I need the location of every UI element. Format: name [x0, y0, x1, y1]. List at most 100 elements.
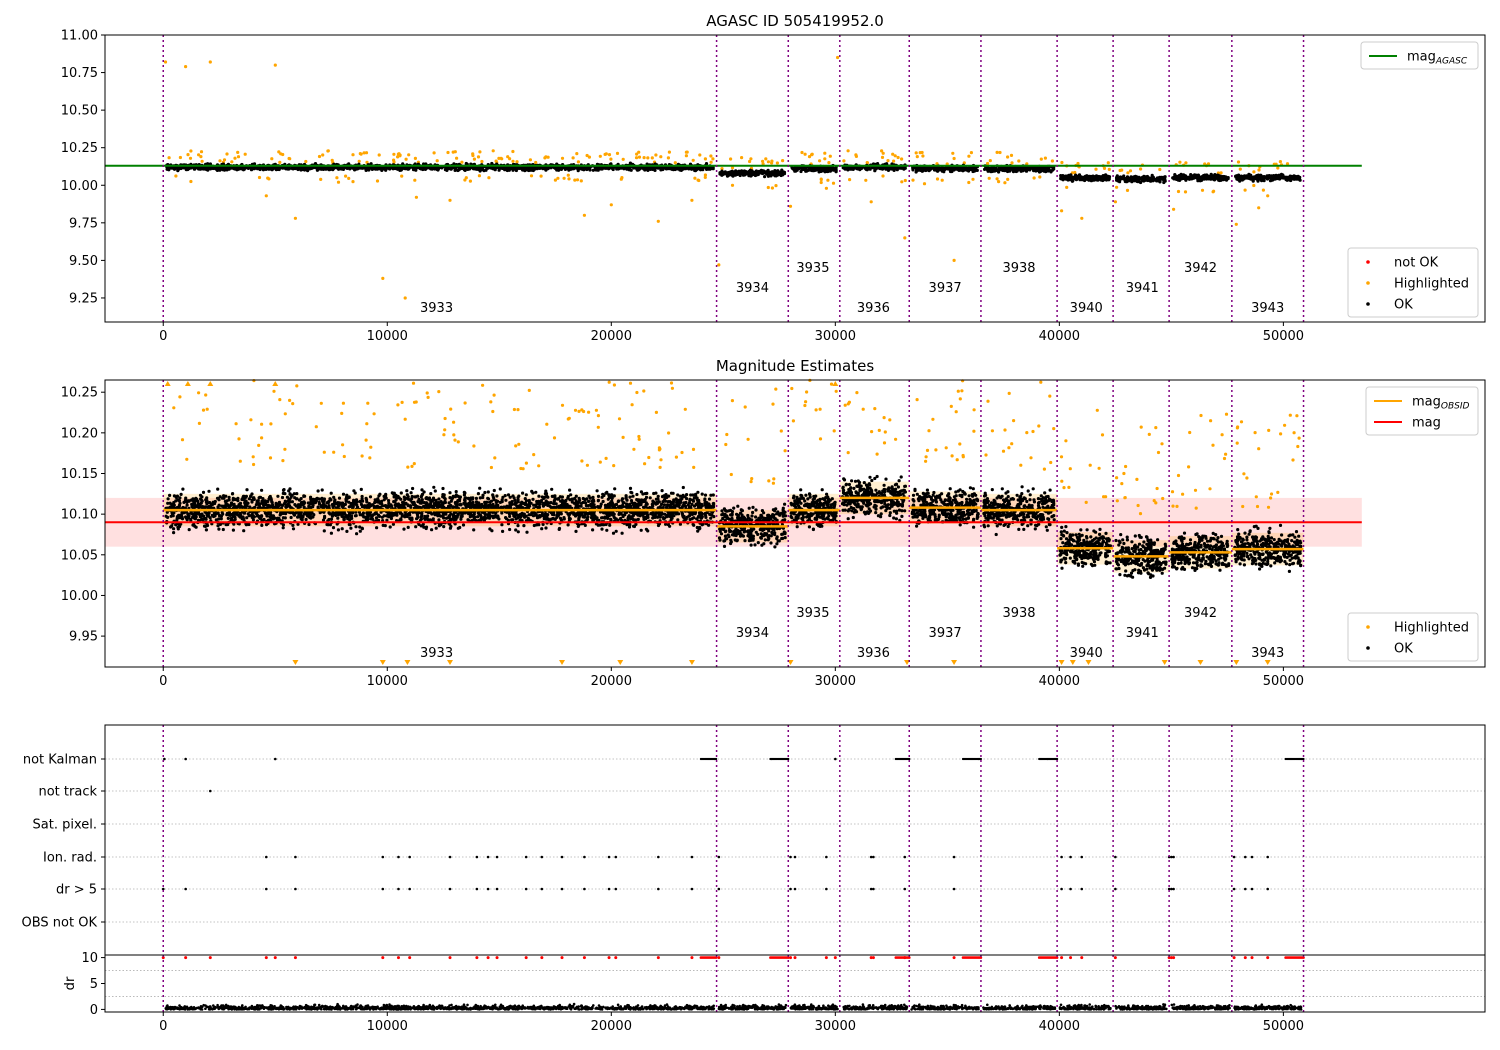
top-x-tick-label: 50000 — [1263, 329, 1304, 344]
dr-clipped-point — [952, 956, 956, 960]
mid-obsid-label: 3935 — [796, 606, 829, 621]
flag-point — [1114, 855, 1117, 859]
dr-y-tick-label: 10 — [81, 951, 98, 966]
flag-point — [163, 757, 166, 761]
clipped-low-marker — [1085, 660, 1092, 665]
top-frame — [104, 34, 1486, 323]
flag-point — [1069, 887, 1072, 891]
flag-point — [495, 887, 499, 891]
mid-y-tick-label: 10.25 — [61, 386, 98, 401]
flag-point — [524, 855, 528, 859]
flag-category-label: OBS not OK — [22, 916, 98, 931]
top-y-tick-label: 9.75 — [69, 216, 98, 231]
flag-point — [1172, 887, 1175, 891]
dr-clipped-point — [486, 956, 490, 960]
flag-point — [1114, 887, 1117, 891]
dr-clipped-point — [184, 956, 188, 960]
flag-point — [1167, 887, 1171, 891]
clipped-high-marker — [184, 381, 191, 386]
flag-point — [560, 887, 564, 891]
flag-category-label: not track — [38, 785, 97, 800]
dr-clipped-point — [1080, 956, 1084, 960]
clipped-low-marker — [1058, 660, 1065, 665]
top-obsid-label: 3936 — [857, 301, 890, 316]
top-legend-agasc-box — [1360, 41, 1479, 70]
top-y-tick-label: 10.75 — [61, 66, 98, 81]
dr-x-tick-label: 20000 — [591, 1019, 632, 1034]
flag-point — [540, 887, 544, 891]
mid-y-tick-label: 10.05 — [61, 548, 98, 563]
flag-point — [1232, 887, 1236, 891]
top-x-tick-label: 0 — [159, 329, 167, 344]
flag-point — [903, 887, 907, 891]
mid-obsid-label: 3934 — [736, 626, 769, 641]
flag-point — [381, 855, 385, 859]
flag-point — [1069, 855, 1072, 859]
mid-obsid-label: 3937 — [929, 626, 962, 641]
mid-x-tick-label: 40000 — [1039, 674, 1080, 689]
dr-clipped-point — [607, 956, 611, 960]
flag-point — [1060, 855, 1063, 859]
dr-clipped-point — [717, 956, 721, 960]
clipped-low-marker — [447, 660, 453, 665]
mid-x-tick-label: 50000 — [1263, 674, 1304, 689]
clipped-low-marker — [1197, 660, 1204, 665]
top-x-tick-label: 20000 — [591, 329, 632, 344]
flag-point — [208, 789, 212, 793]
top-y-tick-label: 10.50 — [61, 104, 98, 119]
top-legend-status-entry: not OK — [1394, 256, 1439, 271]
mid-y-tick-label: 10.00 — [61, 589, 98, 604]
flag-point — [1172, 855, 1175, 859]
top-obsid-label: 3940 — [1070, 301, 1103, 316]
clipped-low-marker — [379, 660, 386, 665]
mid-obsid-label: 3943 — [1251, 646, 1284, 661]
dr-x-tick-label: 10000 — [367, 1019, 408, 1034]
dr-clipped-point — [396, 956, 400, 960]
dr-clipped-point — [871, 956, 875, 960]
clipped-high-marker — [164, 381, 171, 386]
flag-point — [717, 887, 721, 891]
dr-clipped-point — [273, 956, 277, 960]
top-y-tick-label: 10.25 — [61, 141, 98, 156]
flag-point — [1170, 887, 1173, 891]
mid-legend-status-dot-swatch — [1366, 646, 1370, 650]
flag-point — [952, 855, 956, 859]
flag-point — [486, 855, 490, 859]
top-obsid-label: 3934 — [736, 281, 769, 296]
mid-legend-status-entry: Highlighted — [1394, 621, 1469, 636]
flag-point — [789, 855, 792, 859]
flag-point — [793, 855, 797, 859]
mid-y-tick-label: 10.15 — [61, 467, 98, 482]
flag-point — [1250, 887, 1254, 891]
top-y-tick-label: 11.00 — [61, 29, 98, 44]
panel-agasc-magnitude: AGASC ID 505419952.0 3933 3934 3935 3936 3937… — [61, 12, 1486, 344]
flag-point — [1243, 855, 1247, 859]
flag-point — [872, 855, 875, 859]
dr-x-tick-label: 0 — [159, 1019, 167, 1034]
dr-clipped-point — [1243, 956, 1247, 960]
dr-clipped-point — [408, 956, 412, 960]
mid-legend-status-dot-swatch — [1366, 625, 1370, 629]
flag-point — [825, 855, 828, 859]
flag-point — [475, 887, 479, 891]
flag-point — [408, 855, 411, 859]
flag-point — [397, 855, 400, 859]
dr-clipped-point — [656, 956, 660, 960]
top-legend-status-dot-swatch — [1366, 281, 1370, 285]
dr-clipped-point — [833, 956, 837, 960]
flag-point — [872, 887, 875, 891]
dr-clipped-point — [293, 956, 297, 960]
mid-frame — [104, 379, 1486, 668]
clipped-low-marker — [617, 660, 624, 665]
top-y-tick-label: 9.50 — [69, 254, 98, 269]
top-y-tick-label: 9.25 — [69, 291, 98, 306]
dr-clipped-point — [381, 956, 385, 960]
flag-point — [264, 887, 268, 891]
flag-point — [560, 855, 564, 859]
clipped-low-marker — [1264, 660, 1271, 665]
top-legend-status-dot-swatch — [1366, 260, 1370, 264]
dr-y-tick-label: 5 — [90, 977, 98, 992]
dr-clipped-point — [690, 956, 694, 960]
top-obsid-label: 3941 — [1126, 281, 1159, 296]
flag-point — [408, 887, 411, 891]
